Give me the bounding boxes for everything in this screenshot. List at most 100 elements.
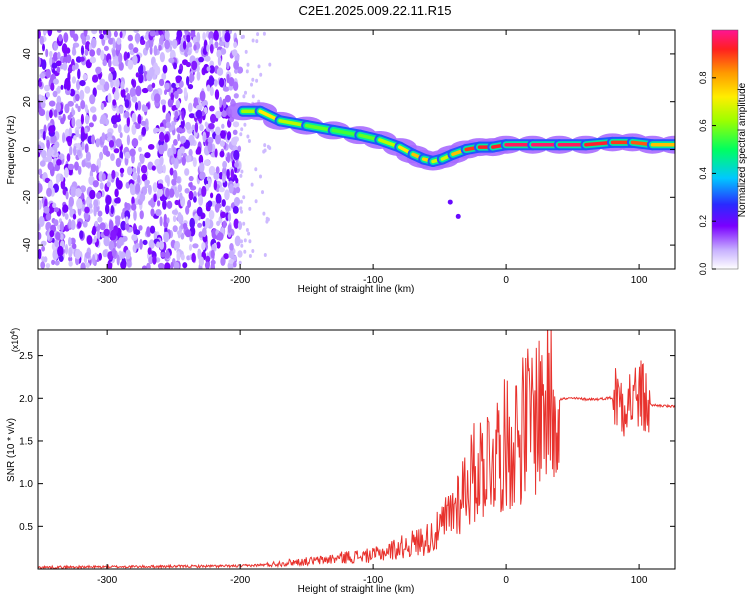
noise-speckle bbox=[193, 196, 197, 203]
noise-speckle bbox=[144, 152, 151, 159]
noise-speckle bbox=[45, 110, 50, 121]
noise-speckle bbox=[127, 59, 134, 70]
noise-speckle bbox=[159, 240, 165, 250]
noise-speckle bbox=[38, 144, 42, 153]
noise-speckle bbox=[198, 195, 204, 206]
noise-speckle bbox=[79, 230, 84, 240]
noise-speckle bbox=[62, 204, 69, 213]
noise-speckle bbox=[221, 123, 225, 129]
noise-speckle bbox=[66, 136, 73, 143]
noise-speckle bbox=[182, 262, 188, 269]
noise-speckle bbox=[231, 137, 238, 146]
noise-speckle bbox=[240, 169, 244, 174]
noise-speckle bbox=[207, 141, 213, 153]
noise-speckle bbox=[176, 88, 183, 95]
noise-speckle bbox=[84, 104, 88, 113]
noise-speckle bbox=[173, 147, 177, 155]
noise-speckle bbox=[247, 139, 251, 143]
noise-speckle bbox=[221, 199, 226, 207]
noise-speckle bbox=[77, 68, 81, 80]
noise-speckle bbox=[99, 182, 104, 190]
noise-speckle bbox=[98, 30, 103, 35]
noise-speckle bbox=[188, 113, 195, 119]
noise-speckle bbox=[234, 235, 241, 247]
noise-speckle bbox=[134, 242, 140, 249]
noise-speckle bbox=[232, 121, 240, 128]
noise-speckle bbox=[240, 243, 244, 248]
noise-speckle bbox=[92, 180, 99, 188]
noise-speckle bbox=[164, 262, 171, 269]
noise-speckle bbox=[84, 114, 90, 125]
noise-speckle bbox=[96, 47, 102, 56]
noise-speckle bbox=[41, 150, 47, 159]
noise-speckle bbox=[202, 32, 206, 41]
noise-speckle bbox=[92, 114, 97, 122]
noise-speckle bbox=[59, 233, 64, 241]
noise-speckle bbox=[98, 72, 102, 80]
noise-speckle bbox=[173, 139, 178, 146]
noise-speckle bbox=[193, 191, 197, 199]
noise-speckle bbox=[159, 216, 163, 227]
noise-speckle bbox=[126, 260, 132, 268]
noise-speckle bbox=[158, 44, 162, 51]
noise-speckle bbox=[100, 102, 105, 111]
noise-speckle bbox=[38, 30, 41, 39]
noise-speckle bbox=[221, 173, 226, 183]
noise-speckle bbox=[50, 134, 57, 144]
noise-speckle bbox=[165, 187, 170, 198]
noise-speckle bbox=[208, 165, 216, 176]
noise-speckle bbox=[144, 179, 151, 185]
noise-speckle bbox=[46, 139, 50, 149]
noise-speckle bbox=[44, 84, 50, 92]
noise-speckle bbox=[171, 209, 179, 215]
noise-speckle bbox=[131, 78, 135, 86]
noise-speckle bbox=[215, 166, 220, 174]
colorbar-gradient bbox=[711, 29, 739, 270]
noise-speckle bbox=[56, 66, 61, 73]
noise-speckle bbox=[99, 78, 106, 86]
noise-speckle bbox=[233, 60, 240, 70]
noise-speckle bbox=[159, 126, 166, 132]
noise-speckle bbox=[156, 163, 164, 174]
noise-speckle bbox=[179, 192, 183, 201]
noise-speckle bbox=[176, 176, 181, 184]
noise-speckle bbox=[165, 251, 171, 259]
noise-speckle bbox=[188, 148, 193, 157]
noise-speckle bbox=[66, 54, 72, 64]
noise-speckle bbox=[112, 99, 117, 106]
noise-speckle bbox=[247, 231, 251, 236]
noise-speckle bbox=[251, 94, 255, 99]
noise-speckle bbox=[162, 199, 167, 210]
noise-speckle bbox=[52, 90, 58, 98]
noise-speckle bbox=[131, 196, 135, 206]
noise-speckle bbox=[110, 205, 115, 215]
noise-speckle bbox=[245, 69, 249, 74]
noise-speckle bbox=[45, 48, 49, 58]
noise-speckle bbox=[124, 99, 130, 108]
noise-speckle bbox=[173, 169, 178, 181]
noise-speckle bbox=[69, 88, 76, 97]
noise-speckle bbox=[137, 114, 142, 125]
noise-speckle bbox=[73, 145, 77, 156]
noise-speckle bbox=[65, 81, 71, 91]
noise-speckle bbox=[193, 44, 197, 51]
noise-speckle bbox=[206, 84, 211, 92]
noise-speckle bbox=[75, 119, 82, 128]
noise-speckle bbox=[118, 61, 124, 71]
noise-speckle bbox=[189, 73, 195, 82]
noise-speckle bbox=[74, 248, 81, 260]
noise-speckle bbox=[218, 41, 225, 47]
noise-speckle bbox=[93, 206, 97, 217]
noise-speckle bbox=[45, 91, 50, 98]
noise-speckle bbox=[141, 105, 148, 113]
noise-speckle bbox=[52, 202, 57, 209]
noise-speckle bbox=[246, 134, 250, 139]
noise-speckle bbox=[138, 225, 143, 231]
noise-speckle bbox=[243, 249, 247, 254]
noise-speckle bbox=[150, 208, 155, 217]
noise-speckle bbox=[57, 245, 64, 257]
noise-speckle bbox=[126, 92, 131, 101]
noise-speckle bbox=[179, 146, 185, 154]
noise-speckle bbox=[40, 261, 46, 269]
noise-speckle bbox=[96, 192, 102, 199]
